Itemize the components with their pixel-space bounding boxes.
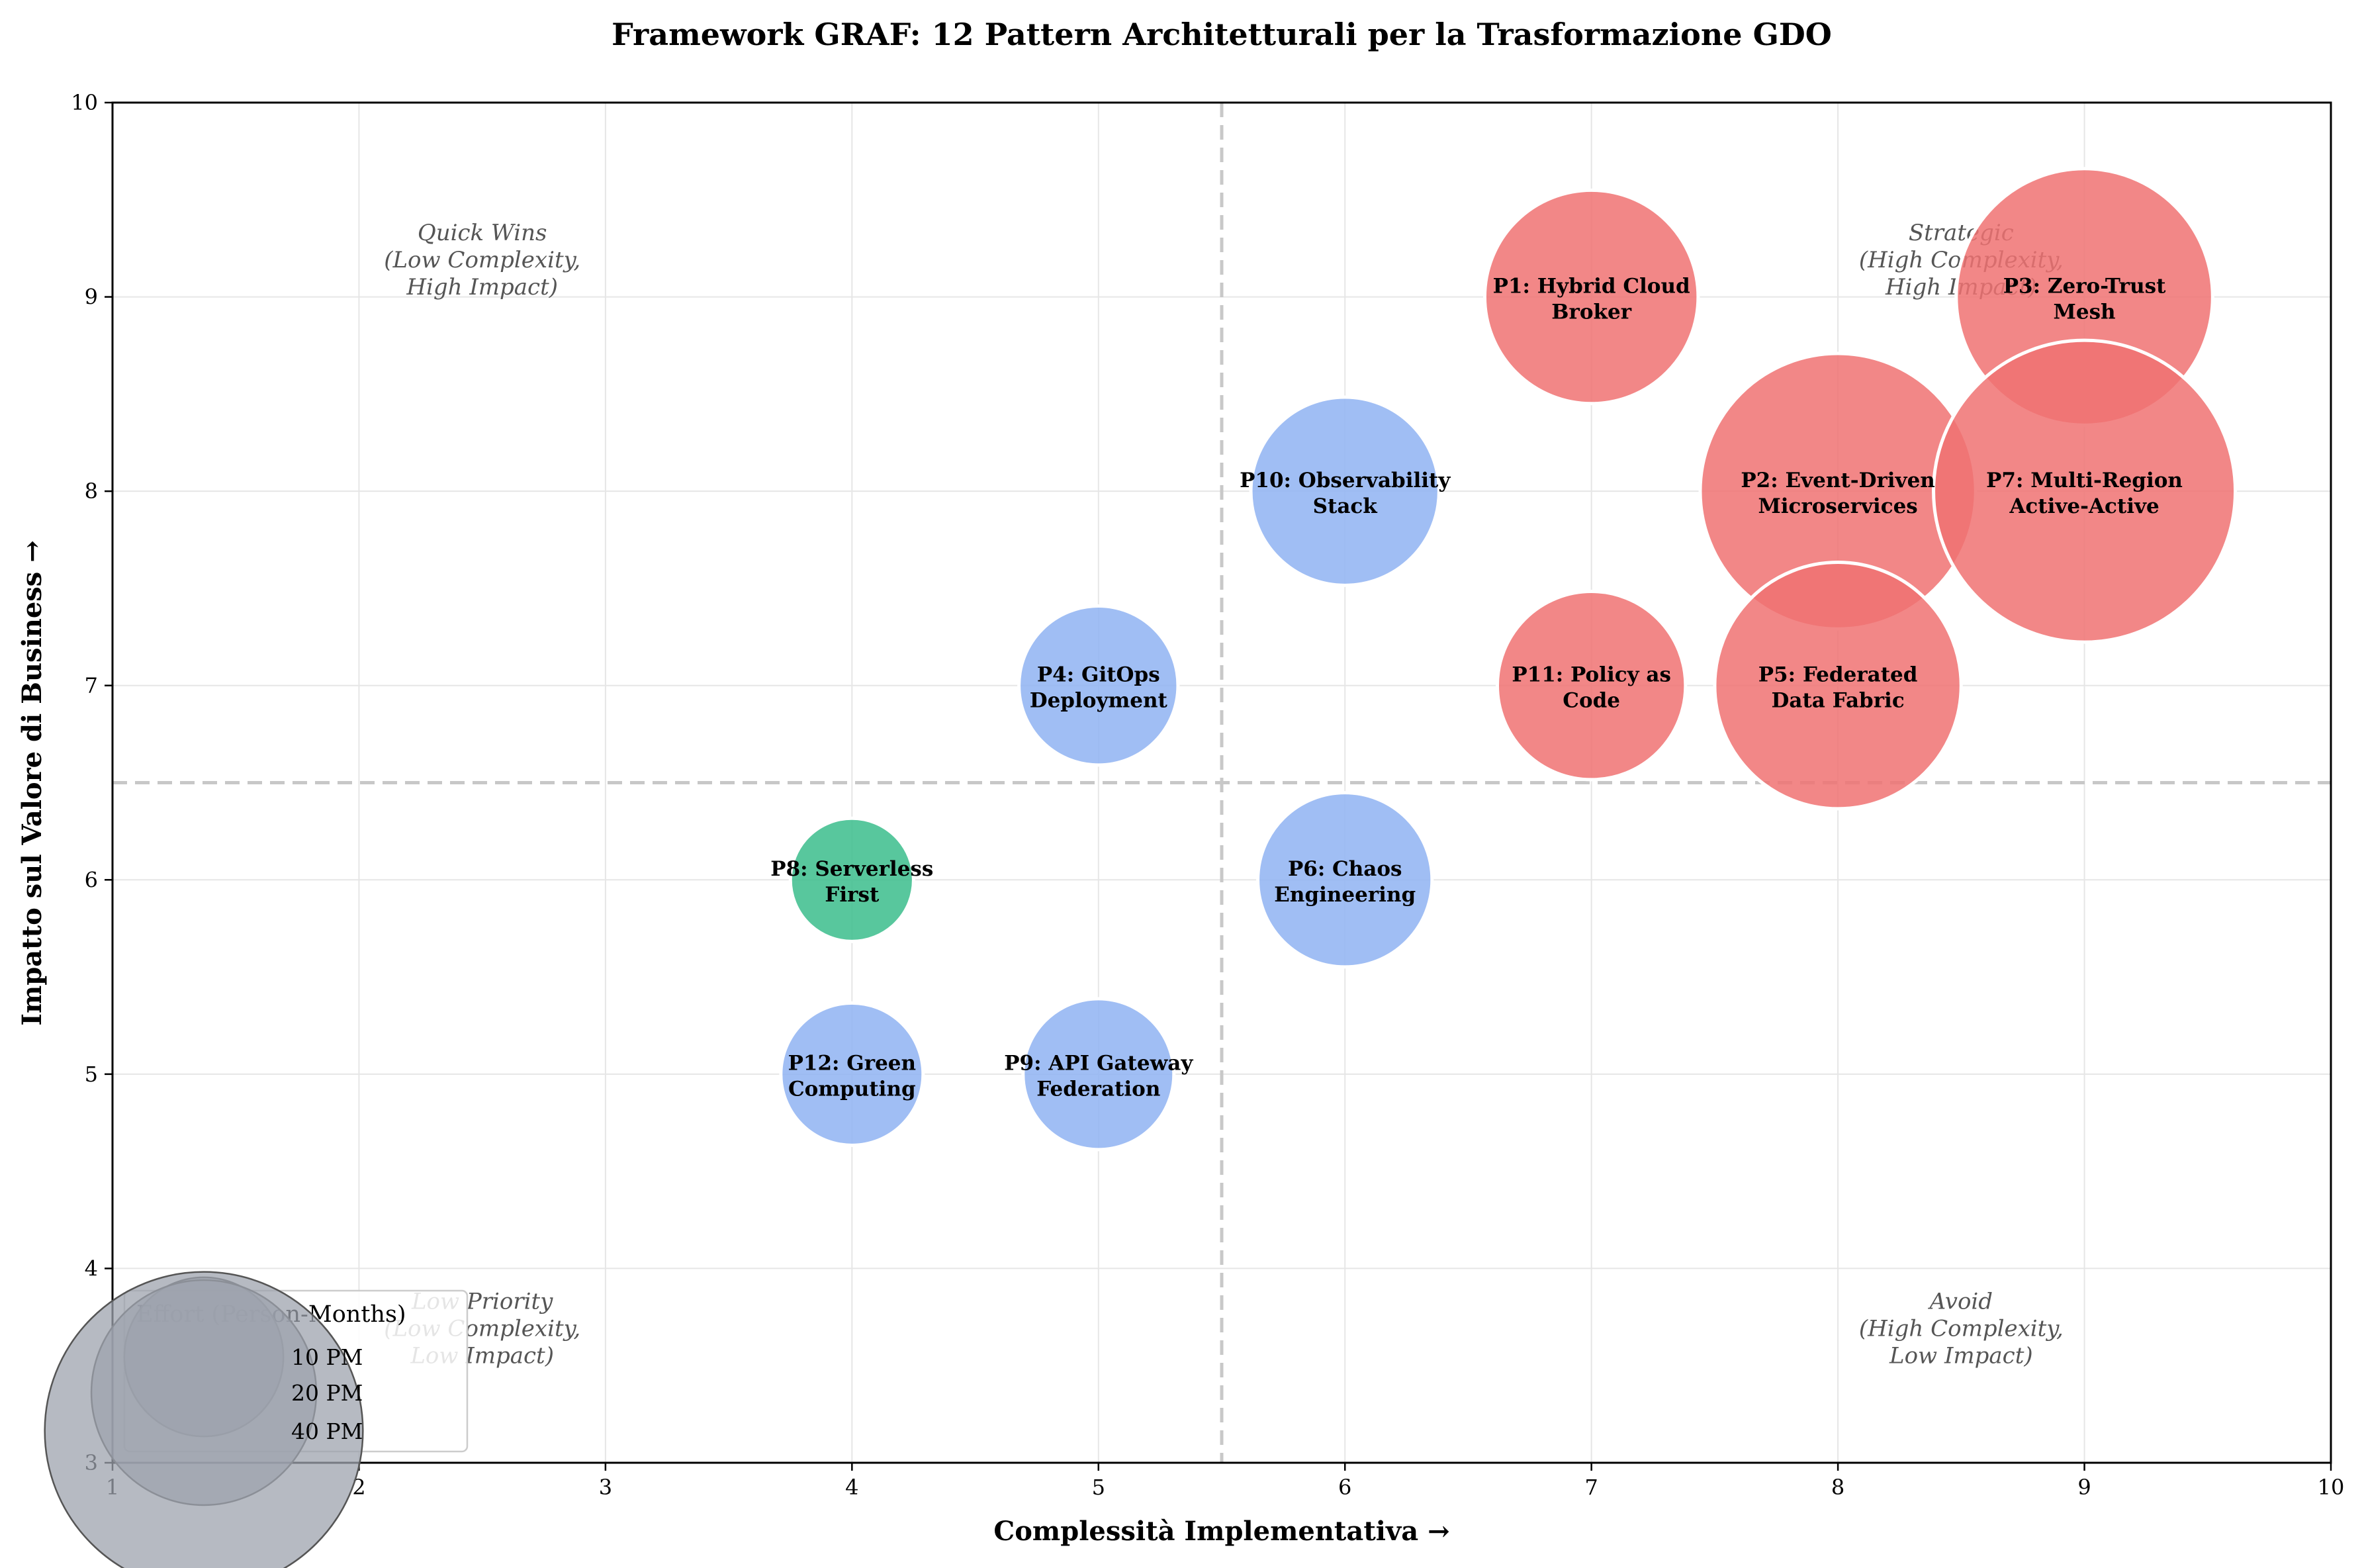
point-label-p1-line: Broker [1551,300,1631,324]
quadrant-label-line: High Impact) [406,274,558,300]
point-label-p2: P2: Event-Driven Microservices [1741,469,1934,518]
point-label-p9-line: Federation [1036,1078,1160,1101]
point-label-p7: P7: Multi-Region Active-Active [1986,469,2183,518]
y-tick-label: 9 [85,285,98,310]
point-label-p10-line: P10: Observability [1240,469,1451,492]
point-label-p12-line: Computing [788,1078,916,1101]
point-label-p4-line: P4: GitOps [1037,663,1160,686]
point-label-p12: P12: Green Computing [788,1052,916,1101]
bubble-p4 [1017,604,1180,767]
bubble-p1 [1482,188,1700,406]
point-labels: P1: Hybrid Cloud Broker P2: Event-Driven Mi… [770,274,2183,1101]
point-label-p8-line: First [825,883,880,907]
point-label-p6: P6: Chaos Engineering [1274,857,1416,907]
y-tick-label: 5 [85,1062,98,1087]
y-tick-label: 6 [85,867,98,892]
bubbles [779,167,2238,1152]
point-label-p7-line: Active-Active [2009,494,2159,518]
point-label-p8: P8: Serverless First [770,857,933,907]
x-tick-label: 7 [1584,1475,1598,1500]
point-label-p3: P3: Zero-Trust Mesh [2003,274,2166,324]
x-tick-label: 5 [1092,1475,1105,1500]
point-label-p5: P5: Federated Data Fabric [1758,663,1918,712]
y-axis-label: Impatto sul Valore di Business → [17,540,48,1026]
bubble-p11 [1495,590,1688,782]
x-tick-label: 3 [599,1475,612,1500]
plot-frame [111,101,2332,1464]
point-label-p5-line: P5: Federated [1758,663,1918,686]
point-label-p2-line: Microservices [1758,494,1917,518]
legend-entry-label: 20 PM [291,1380,363,1406]
y-tick-label: 10 [71,90,98,115]
bubble-p10 [1249,395,1441,587]
legend-entry-label: 40 PM [291,1418,363,1444]
point-label-p11-line: P11: Policy as [1512,663,1671,686]
bubble-p9 [1021,997,1176,1152]
point-label-p4: P4: GitOps Deployment [1030,663,1168,712]
y-tick-label: 4 [85,1256,98,1281]
point-label-p1: P1: Hybrid Cloud Broker [1493,274,1690,324]
quadrant-dividers [113,103,2331,1463]
point-label-p10-line: Stack [1313,494,1379,518]
point-label-p11: P11: Policy as Code [1512,663,1671,712]
point-label-p6-line: Engineering [1274,883,1416,907]
point-label-p8-line: P8: Serverless [770,857,933,881]
point-label-p10: P10: Observability Stack [1240,469,1451,518]
bubble-p7 [1932,338,2238,644]
bubble-p6 [1256,791,1434,969]
quadrant-label: Quick Wins (Low Complexity, High Impact) [384,220,580,300]
bubble-p8 [788,816,915,943]
point-label-p12-line: P12: Green [788,1052,916,1076]
point-label-p5-line: Data Fabric [1771,688,1904,712]
point-label-p3-line: P3: Zero-Trust [2003,274,2166,298]
point-label-p9: P9: API Gateway Federation [1004,1052,1193,1101]
quadrant-label-line: Quick Wins [418,220,547,246]
bubble-p12 [779,1001,925,1147]
chart-title: Framework GRAF: 12 Pattern Architettural… [612,17,1832,52]
point-label-p7-line: P7: Multi-Region [1986,469,2183,492]
point-label-p6-line: P6: Chaos [1288,857,1402,881]
quadrant-label: Avoid (High Complexity, Low Impact) [1859,1288,2064,1369]
x-axis-label: Complessità Implementativa → [993,1516,1449,1547]
y-tick-label: 7 [85,673,98,698]
quadrant-label-line: Low Impact) [1889,1342,2033,1369]
point-label-p4-line: Deployment [1030,688,1168,712]
legend-entry-label: 10 PM [291,1344,363,1370]
x-tick-label: 8 [1831,1475,1844,1500]
point-label-p2-line: P2: Event-Driven [1741,469,1934,492]
x-tick-label: 10 [2318,1475,2345,1500]
point-label-p9-line: P9: API Gateway [1004,1052,1193,1076]
point-label-p1-line: P1: Hybrid Cloud [1493,274,1690,298]
x-tick-label: 4 [845,1475,858,1500]
x-tick-label: 6 [1338,1475,1351,1500]
quadrant-label-line: Avoid [1928,1288,1993,1314]
quadrant-label-line: (High Complexity, [1859,1315,2064,1342]
point-label-p3-line: Mesh [2054,300,2116,324]
bubble-p5 [1713,561,1963,811]
legend-marker [44,1271,364,1568]
x-tick-label: 9 [2077,1475,2091,1500]
y-tick-label: 8 [85,479,98,504]
point-label-p11-line: Code [1563,688,1620,712]
quadrant-label-line: (Low Complexity, [384,247,580,273]
